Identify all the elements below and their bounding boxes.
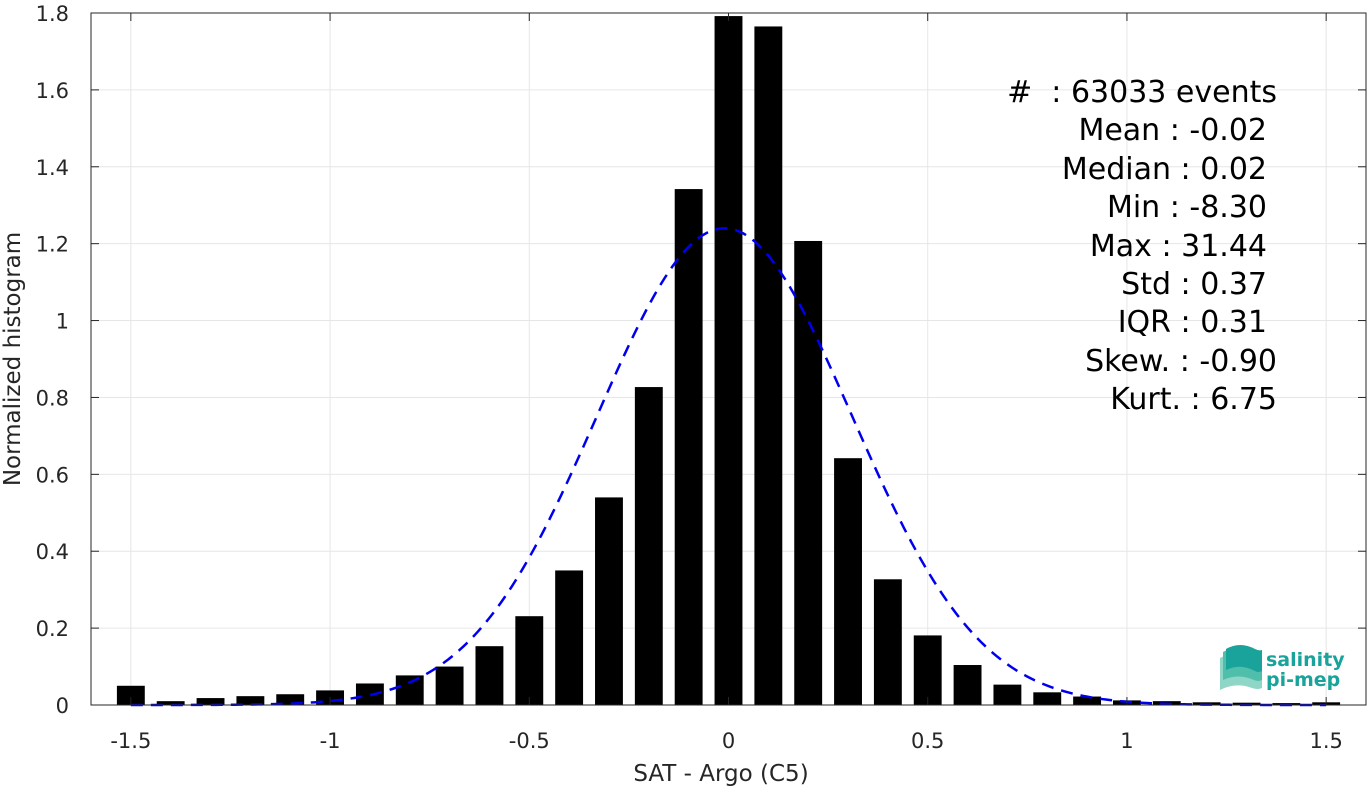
histogram-bar (236, 696, 265, 705)
histogram-bar (355, 683, 384, 705)
stat-kurt: Kurt. : 6.75 (1110, 382, 1277, 417)
stat-events: # : 63033 events (1007, 75, 1277, 110)
x-tick-label: -1.5 (110, 729, 151, 753)
stat-median: Median : 0.02 (1062, 152, 1267, 187)
y-tick-label: 1.4 (36, 156, 69, 180)
histogram-bar (754, 26, 783, 705)
histogram-bar (1033, 692, 1062, 705)
logo-line-2: pi-mep (1266, 669, 1340, 691)
histogram-bar (555, 570, 584, 705)
histogram-bar (475, 646, 504, 705)
y-tick-label: 0.4 (36, 540, 69, 564)
x-tick-label: 1.5 (1309, 729, 1342, 753)
histogram-bar (276, 694, 305, 705)
stat-mean: Mean : -0.02 (1078, 113, 1267, 148)
histogram-bar (714, 16, 743, 705)
histogram-bar (993, 684, 1022, 705)
stat-iqr: IQR : 0.31 (1118, 305, 1267, 340)
y-tick-label: 1.6 (36, 79, 69, 103)
x-tick-label: 0.5 (911, 729, 944, 753)
stat-min: Min : -8.30 (1107, 190, 1267, 225)
histogram-bar (794, 240, 823, 705)
stat-std: Std : 0.37 (1121, 267, 1267, 302)
histogram-bar (674, 189, 703, 705)
histogram-bar (834, 458, 862, 705)
stats-panel: # : 63033 events Mean : -0.02 Median : 0… (1007, 75, 1277, 417)
salinity-pi-mep-logo: salinity pi-mep (1220, 645, 1345, 691)
histogram-bar (1073, 696, 1102, 705)
histogram-bar (435, 666, 464, 705)
histogram-bar (196, 698, 225, 705)
histogram-bar (913, 635, 942, 705)
histogram-bar (595, 497, 623, 705)
histogram-bars (116, 16, 1341, 705)
y-tick-label: 0.2 (36, 617, 69, 641)
y-axis-label: Normalized histogram (0, 232, 26, 486)
histogram-bar (515, 616, 544, 705)
y-tick-label: 1 (56, 310, 69, 334)
histogram-bar (873, 579, 902, 705)
stat-max: Max : 31.44 (1090, 229, 1267, 264)
x-axis-label: SAT - Argo (C5) (633, 761, 808, 787)
y-tick-label: 1.8 (36, 2, 69, 26)
x-tick-label: 1 (1120, 729, 1133, 753)
x-tick-label: 0 (722, 729, 735, 753)
histogram-bar (953, 665, 982, 705)
y-tick-label: 0 (56, 694, 69, 718)
x-tick-label: -1 (320, 729, 341, 753)
histogram-bar (156, 701, 185, 705)
y-axis-ticks: 0 0.2 0.4 0.6 0.8 1 1.2 1.4 1.6 1.8 (36, 2, 1366, 718)
stat-skew: Skew. : -0.90 (1085, 344, 1277, 379)
wave-stack-icon (1220, 645, 1262, 690)
y-tick-label: 0.8 (36, 386, 69, 410)
histogram-bar (116, 685, 145, 705)
histogram-bar (634, 387, 663, 705)
histogram-bar (395, 675, 424, 705)
y-tick-label: 1.2 (36, 233, 69, 257)
x-axis-ticks: -1.5 -1 -0.5 0 0.5 1 1.5 (110, 13, 1343, 753)
logo-line-1: salinity (1266, 649, 1345, 671)
x-tick-label: -0.5 (509, 729, 550, 753)
y-tick-label: 0.6 (36, 463, 69, 487)
